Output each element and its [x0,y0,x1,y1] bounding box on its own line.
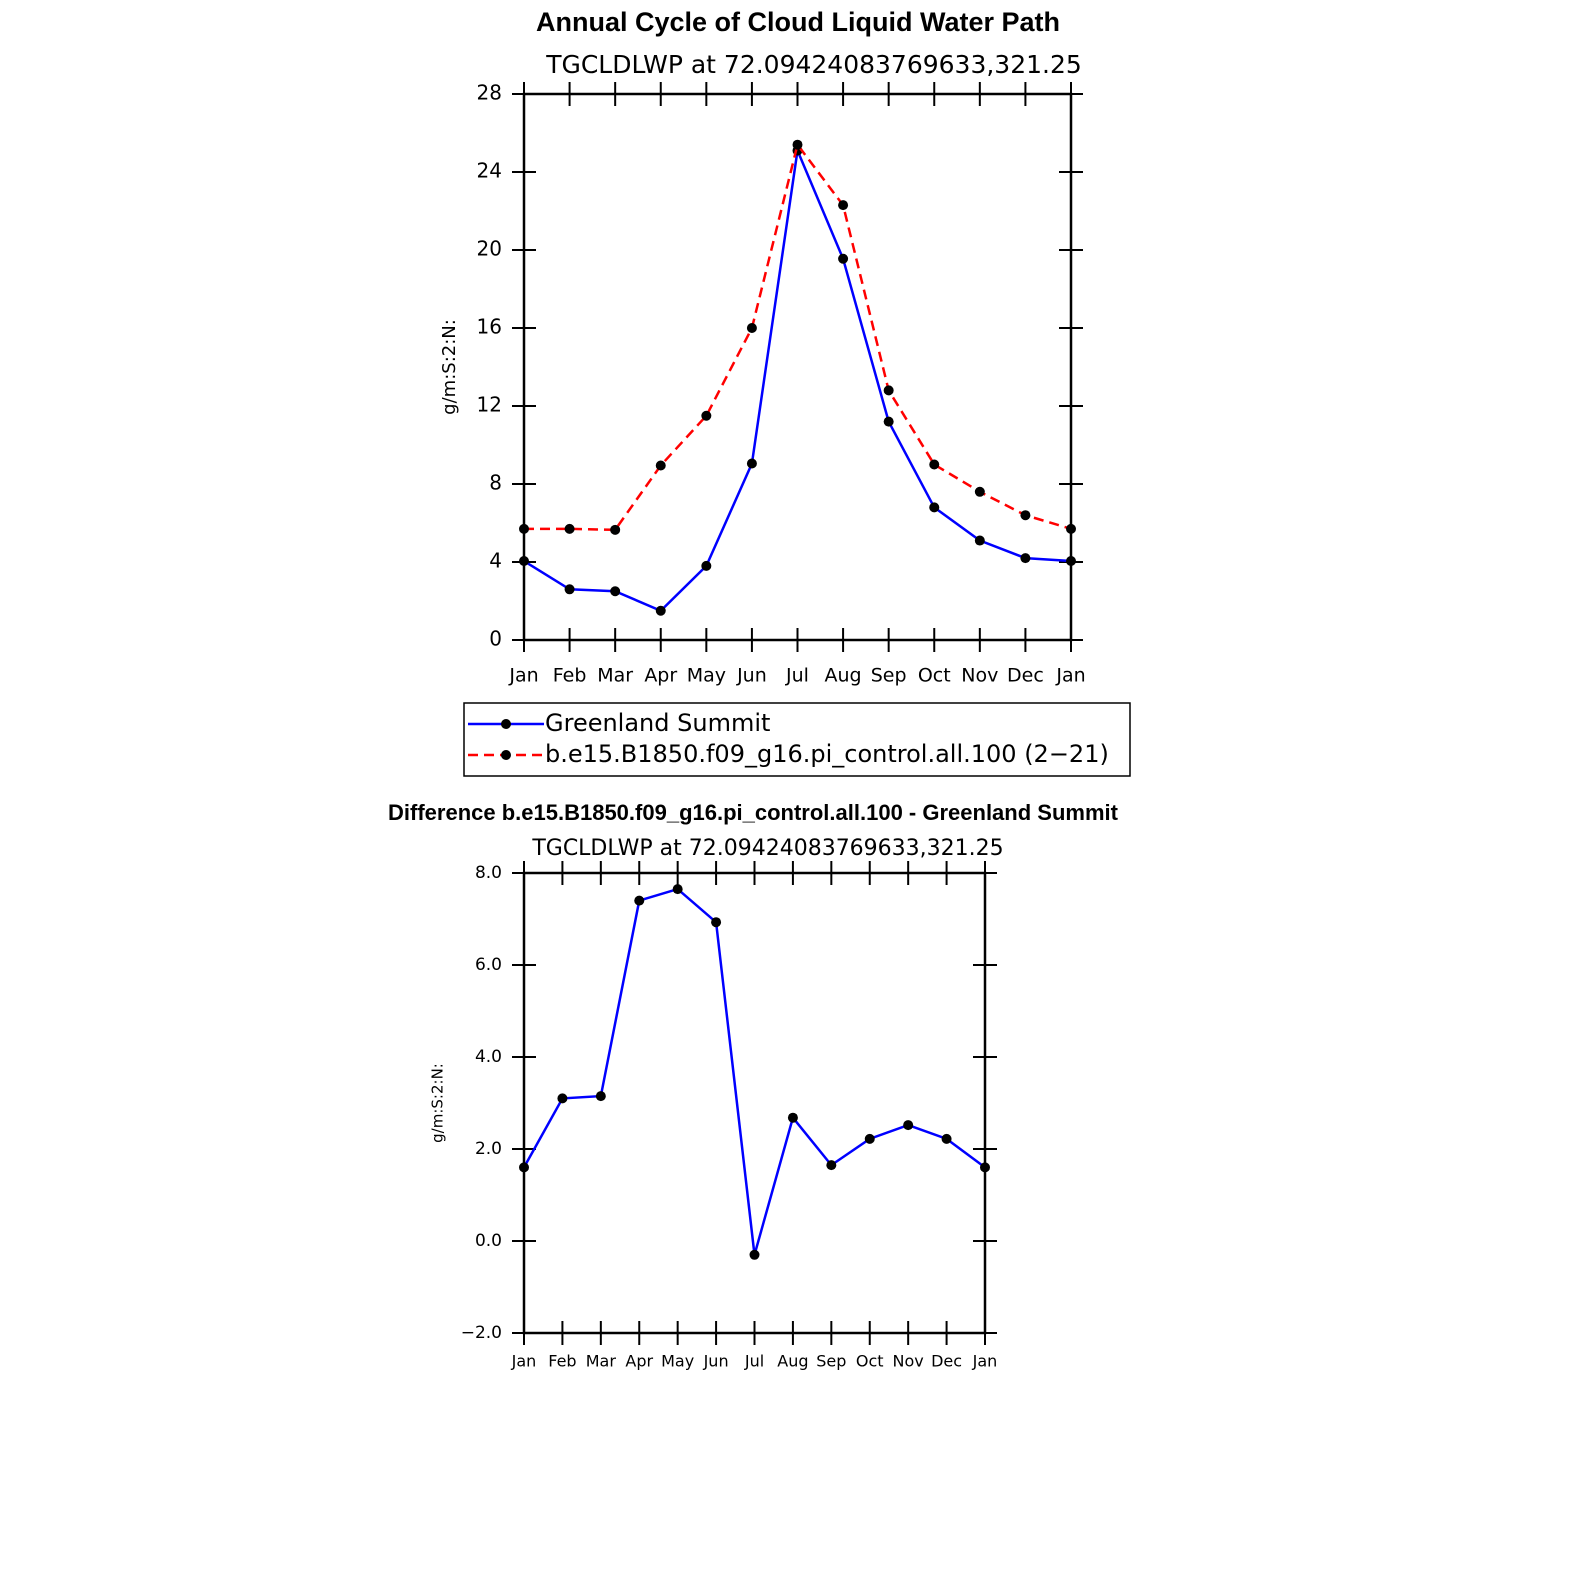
data-point [941,1133,952,1144]
data-point [826,1160,837,1171]
data-point [701,560,712,571]
y-tick-label: 28 [477,81,502,105]
x-tick-label: Jan [972,1352,998,1371]
data-point [792,139,803,150]
x-tick-label: Aug [825,665,862,687]
legend-box [463,702,1131,777]
y-tick-label: 8 [489,471,502,495]
series-line [524,141,1072,532]
data-point [610,586,621,597]
legend-marker [501,719,511,729]
x-tick-label: May [661,1352,694,1371]
data-point [864,1133,875,1144]
data-point [711,917,722,928]
y-tick-label: 4.0 [475,1047,502,1067]
data-point [519,1162,529,1173]
data-point [1020,510,1031,521]
data-point [655,605,666,616]
x-tick-label: Jul [744,1352,764,1371]
y-tick-label: 6.0 [475,955,502,975]
data-point [1020,553,1031,564]
data-point [746,458,757,469]
data-point [787,1112,798,1123]
data-point [701,410,712,421]
data-point [564,584,575,595]
y-tick-label: 2.0 [475,1139,502,1159]
x-tick-label: Jun [736,665,767,687]
x-tick-label: Feb [548,1352,576,1371]
x-tick-label: Oct [918,665,951,687]
x-tick-label: Aug [777,1352,808,1371]
y-axis-label: g/m:S:2:N: [429,1063,447,1143]
data-point [974,535,985,546]
x-tick-label: Apr [625,1352,653,1371]
y-tick-label: 4 [489,549,502,573]
data-point [749,1249,760,1260]
data-point [746,323,757,333]
x-tick-label: Mar [586,1352,617,1371]
data-point [929,502,940,513]
series-line [523,145,1072,613]
x-tick-label: Nov [961,665,998,687]
x-tick-label: Jun [703,1352,729,1371]
x-tick-label: Dec [931,1352,962,1371]
data-point [634,895,645,906]
data-point [519,523,529,534]
data-point [1066,523,1076,534]
data-point [883,416,894,427]
data-point [929,459,940,470]
y-axis-label: g/m:S:2:N: [439,319,460,415]
y-tick-label: 16 [477,315,502,339]
x-tick-label: Oct [856,1352,884,1371]
data-point [564,523,575,534]
data-point [655,460,666,471]
y-tick-label: 0.0 [475,1231,502,1251]
data-point [903,1120,914,1131]
y-tick-label: 0 [489,627,502,651]
data-point [595,1091,606,1102]
data-point [610,524,621,535]
plot-frame [522,92,1073,642]
data-point [838,253,849,264]
legend-label: Greenland Summit [545,709,770,737]
y-tick-label: −2.0 [461,1323,502,1343]
y-tick-label: 20 [477,237,502,261]
y-tick-label: 8.0 [475,863,502,883]
legend-marker [501,750,511,760]
x-tick-label: Nov [893,1352,924,1371]
series-line [522,887,986,1256]
x-tick-label: Jan [511,1352,537,1371]
plot-frame [522,871,987,1335]
chart-title: Annual Cycle of Cloud Liquid Water Path [536,7,1060,37]
x-tick-label: Jan [508,665,538,687]
legend-label: b.e15.B1850.f09_g16.pi_control.all.100 (… [545,740,1109,768]
chart-subtitle: TGCLDLWP at 72.09424083769633,321.25 [531,836,1003,861]
data-point [557,1093,568,1104]
y-tick-label: 24 [477,159,502,183]
chart-subtitle: TGCLDLWP at 72.09424083769633,321.25 [545,50,1082,79]
data-point [980,1162,990,1173]
data-point [1066,556,1076,567]
x-tick-label: Sep [816,1352,846,1371]
x-tick-label: Sep [871,665,907,687]
x-tick-label: Apr [644,665,677,687]
y-tick-label: 12 [477,393,502,417]
x-tick-label: May [687,665,726,687]
data-point [974,486,985,497]
data-point [672,884,683,895]
x-tick-label: Jul [785,665,809,687]
x-tick-label: Jan [1055,665,1085,687]
x-tick-label: Mar [597,665,633,687]
chart-title: Difference b.e15.B1850.f09_g16.pi_contro… [388,800,1119,825]
data-point [838,200,849,211]
data-point [883,385,894,396]
x-tick-label: Dec [1007,665,1044,687]
data-point [519,556,529,567]
x-tick-label: Feb [553,665,587,687]
